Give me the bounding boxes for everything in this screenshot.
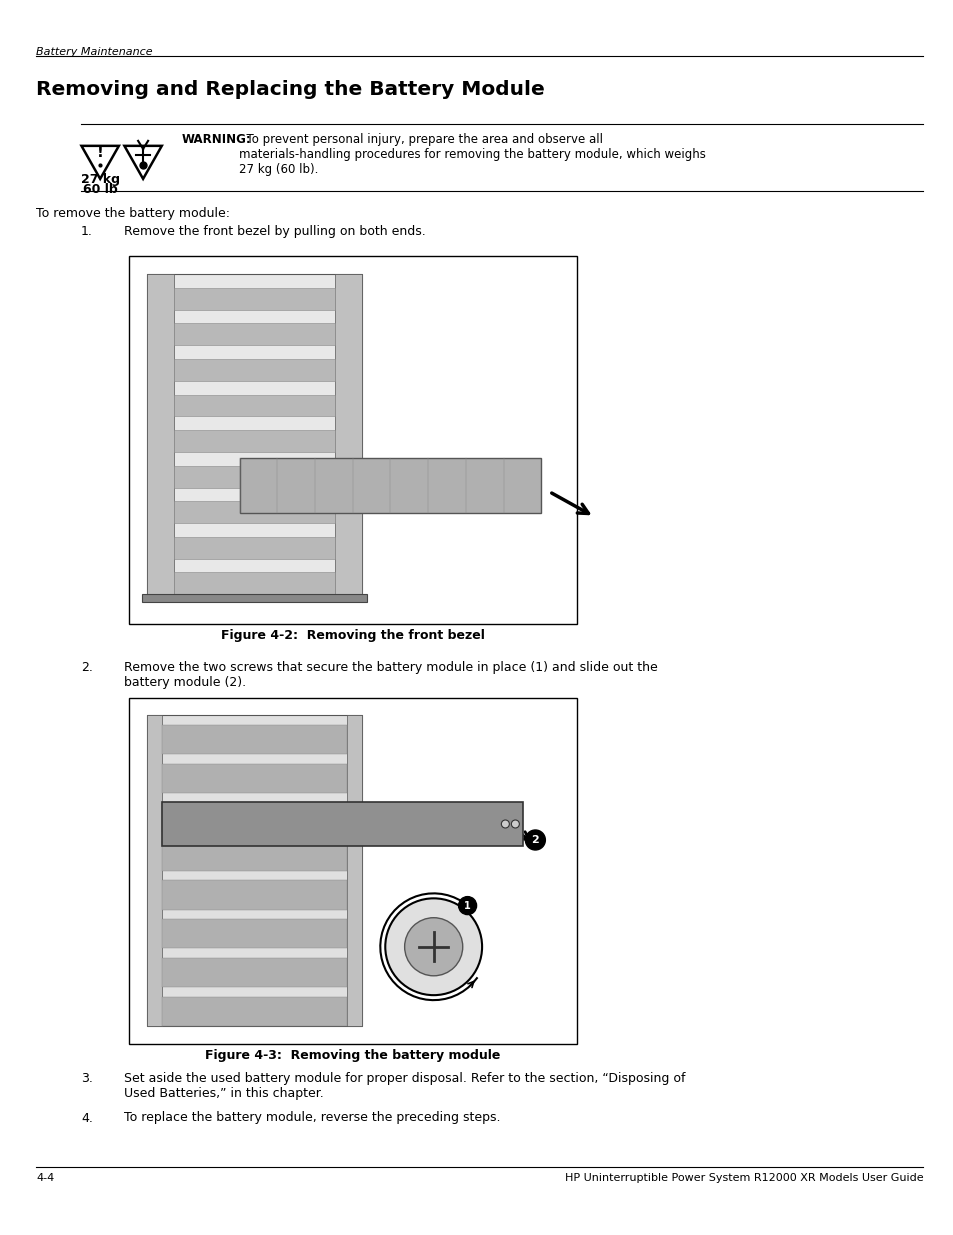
- Bar: [129, 256, 577, 624]
- Text: 60 lb: 60 lb: [83, 183, 117, 196]
- Text: 4.: 4.: [81, 1112, 92, 1125]
- Bar: [162, 803, 347, 832]
- Bar: [173, 288, 335, 310]
- Bar: [162, 997, 347, 1026]
- Text: Set aside the used battery module for proper disposal. Refer to the section, “Di: Set aside the used battery module for pr…: [124, 1072, 685, 1100]
- Bar: [347, 715, 361, 1026]
- Bar: [147, 274, 173, 594]
- Bar: [147, 715, 361, 1026]
- Text: 27 kg: 27 kg: [81, 173, 119, 186]
- Circle shape: [458, 897, 476, 915]
- Bar: [162, 881, 347, 909]
- Text: 2: 2: [531, 835, 538, 845]
- Text: Battery Maintenance: Battery Maintenance: [36, 47, 152, 57]
- Text: 1: 1: [464, 900, 471, 910]
- Bar: [173, 324, 335, 346]
- Text: Remove the two screws that secure the battery module in place (1) and slide out : Remove the two screws that secure the ba…: [124, 661, 657, 689]
- Bar: [162, 841, 347, 871]
- Bar: [239, 458, 540, 514]
- Bar: [147, 715, 162, 1026]
- Bar: [162, 803, 523, 846]
- Bar: [162, 919, 347, 948]
- Bar: [173, 537, 335, 558]
- Bar: [173, 430, 335, 452]
- Text: 3.: 3.: [81, 1072, 92, 1086]
- Circle shape: [501, 820, 509, 827]
- Bar: [162, 763, 347, 793]
- Circle shape: [525, 830, 545, 850]
- Text: Removing and Replacing the Battery Module: Removing and Replacing the Battery Modul…: [36, 80, 544, 99]
- Circle shape: [511, 820, 518, 827]
- Text: !: !: [96, 146, 104, 161]
- Bar: [147, 274, 361, 594]
- Text: Figure 4-3:  Removing the battery module: Figure 4-3: Removing the battery module: [205, 1049, 500, 1062]
- Circle shape: [404, 918, 462, 976]
- Text: 1.: 1.: [81, 225, 92, 238]
- Bar: [162, 725, 347, 753]
- Bar: [173, 394, 335, 416]
- Bar: [173, 573, 335, 594]
- Text: Remove the front bezel by pulling on both ends.: Remove the front bezel by pulling on bot…: [124, 225, 425, 238]
- Text: To replace the battery module, reverse the preceding steps.: To replace the battery module, reverse t…: [124, 1112, 500, 1125]
- Bar: [173, 466, 335, 488]
- Circle shape: [385, 898, 481, 995]
- Text: 2.: 2.: [81, 661, 92, 674]
- Bar: [173, 359, 335, 380]
- Bar: [162, 958, 347, 988]
- Text: 4-4: 4-4: [36, 1173, 54, 1183]
- Bar: [335, 274, 361, 594]
- Text: WARNING:: WARNING:: [181, 133, 251, 147]
- Bar: [173, 501, 335, 524]
- Text: To prevent personal injury, prepare the area and observe all
materials-handling : To prevent personal injury, prepare the …: [239, 133, 705, 177]
- Text: To remove the battery module:: To remove the battery module:: [36, 207, 230, 221]
- Text: Figure 4-2:  Removing the front bezel: Figure 4-2: Removing the front bezel: [221, 629, 484, 642]
- Bar: [129, 698, 577, 1044]
- Bar: [142, 594, 367, 603]
- Text: HP Uninterruptible Power System R12000 XR Models User Guide: HP Uninterruptible Power System R12000 X…: [564, 1173, 923, 1183]
